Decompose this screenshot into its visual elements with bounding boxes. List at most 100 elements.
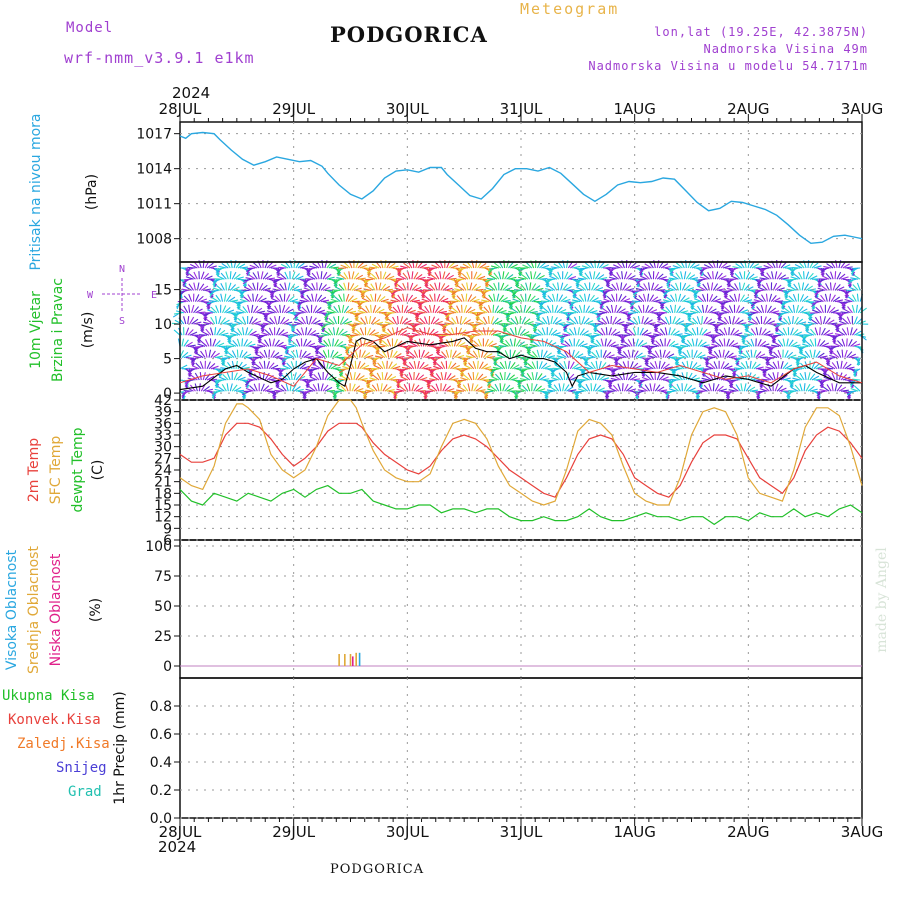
wind-barb: [526, 383, 531, 392]
wind-barb: [282, 318, 290, 325]
wind-barb: [209, 327, 214, 336]
wind-barb: [458, 275, 467, 280]
wind-barb: [467, 372, 473, 381]
x-tick-label-bottom: 29JUL: [272, 823, 315, 841]
wind-barb: [392, 316, 397, 325]
wind-barb: [222, 305, 227, 314]
wind-barb: [787, 305, 794, 314]
wind-barb: [250, 304, 254, 313]
wind-barb: [796, 318, 804, 325]
wind-barb: [810, 318, 818, 325]
wind-barb: [194, 372, 200, 381]
wind-barb: [394, 278, 403, 283]
page-title: PODGORICA: [330, 22, 488, 47]
wind-barb: [231, 350, 237, 358]
wind-barb: [616, 261, 623, 269]
wind-barb: [414, 329, 422, 336]
wind-barb: [226, 372, 231, 381]
wind-barb: [549, 275, 558, 280]
wind-barb: [500, 334, 509, 337]
wind-barb: [187, 266, 196, 269]
wind-barb: [712, 271, 714, 280]
wind-barb: [714, 383, 720, 392]
wind-barb: [747, 386, 756, 392]
wind-barb: [593, 284, 600, 291]
wind-barb: [662, 363, 670, 370]
wind-barb: [417, 276, 426, 280]
wind-barb: [276, 276, 285, 280]
wind-barb: [506, 387, 514, 392]
wind-barb: [662, 266, 672, 269]
wind-barb: [255, 307, 263, 314]
wind-barb: [536, 349, 540, 358]
wind-barb: [722, 265, 731, 269]
wind-barb: [678, 345, 687, 350]
wind-barb: [445, 339, 451, 347]
wind-barb: [229, 383, 233, 392]
wind-barb: [359, 327, 365, 336]
wind-barb: [632, 338, 635, 347]
wind-barb: [460, 377, 469, 381]
wind-barb: [245, 277, 254, 280]
wind-barb: [658, 360, 661, 369]
wind-barb: [345, 345, 355, 349]
wind-barb: [769, 353, 778, 359]
wind-barb: [202, 385, 210, 392]
wind-barb: [639, 342, 648, 347]
wind-barb: [817, 278, 826, 283]
wind-barb: [672, 368, 681, 371]
wind-barb: [359, 362, 366, 370]
wind-barb: [834, 383, 838, 392]
wind-barb: [208, 349, 212, 358]
wind-barb: [326, 311, 335, 314]
wind-barb: [850, 387, 859, 392]
wind-barb: [684, 323, 693, 328]
wind-barb: [510, 301, 519, 303]
wind-barb: [245, 387, 254, 392]
wind-barb: [220, 332, 229, 336]
wind-barb: [502, 299, 511, 303]
wind-barb: [297, 262, 305, 269]
wind-barb: [767, 373, 774, 381]
wind-barb: [746, 340, 753, 347]
wind-barb: [419, 263, 427, 269]
wind-barb: [235, 374, 243, 381]
wind-barb: [197, 343, 206, 347]
wind-barb: [621, 271, 624, 280]
wind-barb: [477, 389, 486, 392]
wind-barb: [820, 294, 826, 302]
wind-barb: [490, 265, 499, 269]
wind-barb: [814, 316, 821, 325]
wind-barb: [185, 267, 194, 272]
wind-barb: [552, 317, 558, 325]
wind-barb: [556, 306, 563, 314]
wind-barb: [745, 286, 754, 291]
wind-barb: [495, 373, 502, 381]
wind-barb: [235, 276, 244, 280]
wind-barb: [301, 350, 307, 358]
wind-barb: [200, 350, 206, 358]
wind-barb: [723, 338, 726, 347]
wind-barb: [261, 323, 270, 327]
wind-barb: [433, 365, 442, 370]
wind-barb: [407, 294, 414, 302]
wind-barb: [792, 377, 801, 381]
wind-barb: [427, 276, 436, 280]
wind-barb: [318, 351, 326, 359]
wind-barb: [548, 342, 557, 347]
wind-barb: [311, 282, 316, 291]
wind-barb: [685, 371, 688, 381]
wind-barb: [424, 305, 430, 314]
wind-barb: [550, 329, 558, 336]
wind-barb: [220, 283, 225, 291]
wind-barb: [272, 390, 281, 395]
wind-barb: [379, 343, 387, 347]
wind-barb: [666, 390, 675, 393]
wind-barb: [579, 294, 585, 302]
wind-barb: [258, 361, 264, 370]
wind-barb: [851, 304, 855, 313]
wind-barb: [367, 341, 375, 347]
wind-barb: [670, 267, 679, 270]
wind-barb: [423, 327, 426, 336]
wind-barb: [254, 363, 262, 370]
